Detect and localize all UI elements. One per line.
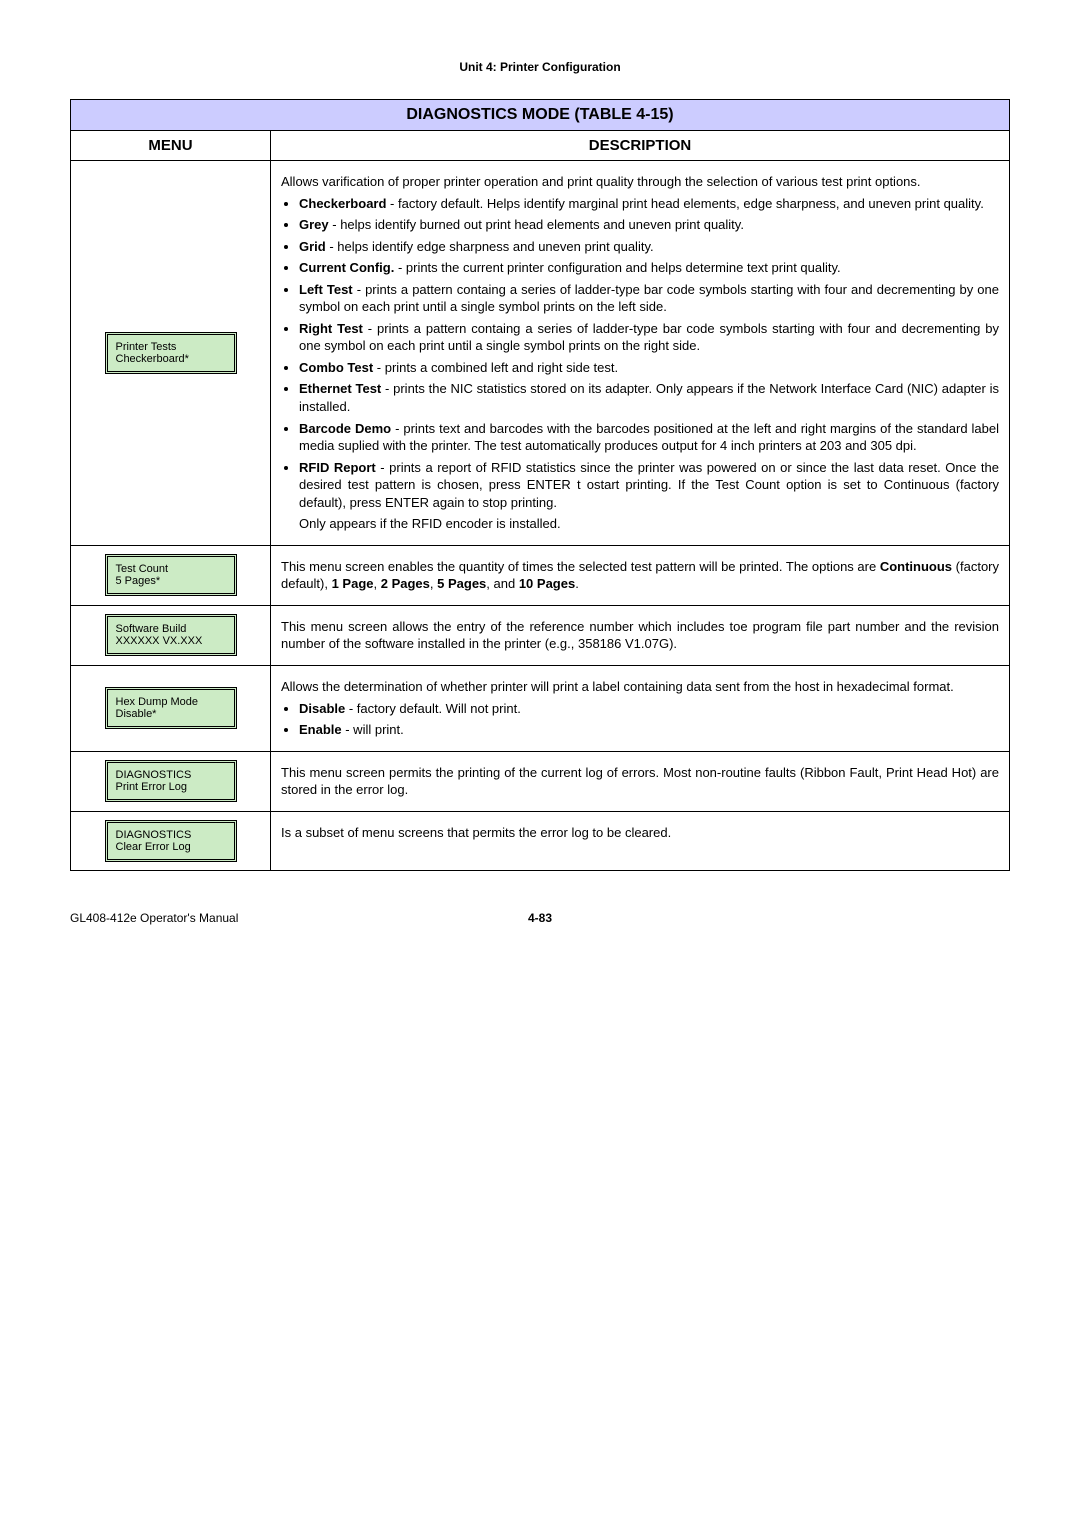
desc-para: This menu screen allows the entry of the… [281,618,999,653]
menu-cell: Test Count5 Pages* [71,545,271,605]
lcd-line1: Printer Tests [116,341,226,353]
lcd-box: Test Count5 Pages* [105,554,237,596]
page-header: Unit 4: Printer Configuration [70,60,1010,74]
bullet-item: Current Config. - prints the current pri… [299,259,999,277]
bullet-item: Barcode Demo - prints text and barcodes … [299,420,999,455]
lcd-box: Hex Dump ModeDisable* [105,687,237,729]
bullet-item: Combo Test - prints a combined left and … [299,359,999,377]
lcd-line1: Test Count [116,563,226,575]
desc-bullets: Checkerboard - factory default. Helps id… [299,195,999,512]
bullet-item: Grey - helps identify burned out print h… [299,216,999,234]
menu-cell: DIAGNOSTICSPrint Error Log [71,751,271,811]
lcd-box: Software BuildXXXXXX VX.XXX [105,614,237,656]
lcd-line2: Checkerboard* [116,353,226,365]
desc-outro: Only appears if the RFID encoder is inst… [299,515,999,533]
bullet-item: Enable - will print. [299,721,999,739]
page-footer: GL408-412e Operator's Manual 4-83 GL408-… [70,911,1010,925]
col-menu: MENU [71,131,271,161]
table-title: DIAGNOSTICS MODE (TABLE 4-15) [71,100,1010,131]
desc-para: Is a subset of menu screens that permits… [281,824,999,842]
desc-para: This menu screen enables the quantity of… [281,558,999,593]
menu-cell: DIAGNOSTICSClear Error Log [71,811,271,870]
bullet-item: RFID Report - prints a report of RFID st… [299,459,999,512]
footer-left: GL408-412e Operator's Manual [70,911,238,925]
lcd-line1: Software Build [116,623,226,635]
desc-sub-bullets: Disable - factory default. Will not prin… [299,700,999,739]
desc-cell: Is a subset of menu screens that permits… [271,811,1010,870]
lcd-line2: 5 Pages* [116,575,226,587]
lcd-line2: XXXXXX VX.XXX [116,635,226,647]
menu-cell: Software BuildXXXXXX VX.XXX [71,605,271,665]
bullet-item: Right Test - prints a pattern containg a… [299,320,999,355]
bullet-item: Ethernet Test - prints the NIC statistic… [299,380,999,415]
lcd-line2: Print Error Log [116,781,226,793]
lcd-box: Printer TestsCheckerboard* [105,332,237,374]
diagnostics-table: DIAGNOSTICS MODE (TABLE 4-15) MENU DESCR… [70,99,1010,871]
bullet-item: Left Test - prints a pattern containg a … [299,281,999,316]
desc-intro: Allows varification of proper printer op… [281,173,999,191]
lcd-box: DIAGNOSTICSClear Error Log [105,820,237,862]
menu-cell: Hex Dump ModeDisable* [71,666,271,752]
lcd-line1: Hex Dump Mode [116,696,226,708]
desc-cell: Allows the determination of whether prin… [271,666,1010,752]
footer-page: 4-83 [528,911,552,925]
desc-cell: This menu screen enables the quantity of… [271,545,1010,605]
lcd-line1: DIAGNOSTICS [116,829,226,841]
lcd-line2: Disable* [116,708,226,720]
desc-cell: This menu screen permits the printing of… [271,751,1010,811]
bullet-item: Checkerboard - factory default. Helps id… [299,195,999,213]
desc-cell: Allows varification of proper printer op… [271,161,1010,546]
desc-para: This menu screen permits the printing of… [281,764,999,799]
lcd-line1: DIAGNOSTICS [116,769,226,781]
menu-cell: Printer TestsCheckerboard* [71,161,271,546]
desc-cell: This menu screen allows the entry of the… [271,605,1010,665]
bullet-item: Disable - factory default. Will not prin… [299,700,999,718]
desc-intro: Allows the determination of whether prin… [281,678,999,696]
lcd-box: DIAGNOSTICSPrint Error Log [105,760,237,802]
col-desc: DESCRIPTION [271,131,1010,161]
lcd-line2: Clear Error Log [116,841,226,853]
bullet-item: Grid - helps identify edge sharpness and… [299,238,999,256]
